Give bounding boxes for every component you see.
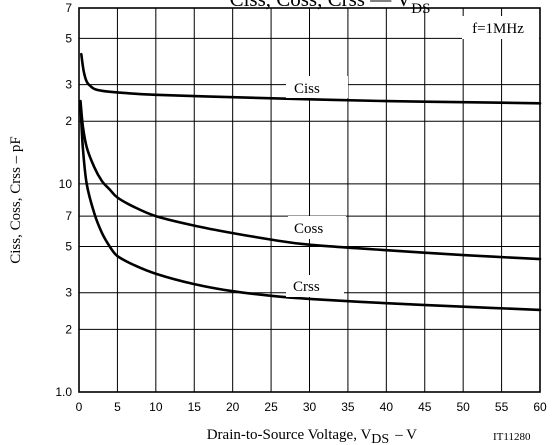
x-axis-label: Drain-to-Source Voltage, VDS – V [207, 427, 417, 445]
grid [79, 8, 540, 392]
y-axis-label: Ciss, Coss, Crss – pF [8, 136, 24, 264]
chart-title-subscript: DS [411, 1, 430, 17]
y-tick-label: 1.0 [55, 385, 72, 399]
y-tick-label: 2 [65, 322, 72, 336]
series-line-ciss [80, 52, 542, 105]
chart-title-main: Ciss, Coss, Crss — V [230, 0, 412, 11]
y-tick-labels: 1.0 2 3 5 7 10 2 3 5 7 [55, 1, 72, 399]
x-tick-label: 20 [226, 400, 240, 414]
crss-label-bg [286, 275, 344, 297]
coss-label: Coss [294, 221, 323, 237]
x-tick-label: 0 [76, 400, 83, 414]
x-tick-label: 35 [341, 400, 355, 414]
plot-frame [78, 7, 541, 393]
x-tick-label: 60 [533, 400, 547, 414]
annotation-box [462, 16, 539, 39]
x-tick-label: 50 [456, 400, 470, 414]
x-tick-label: 5 [114, 400, 121, 414]
series-line-coss [79, 99, 542, 261]
series-line-crss [79, 103, 542, 312]
ciss-label: Ciss [294, 81, 320, 97]
y-tick-label: 3 [65, 286, 72, 300]
x-tick-label: 40 [380, 400, 394, 414]
y-tick-label: 2 [65, 114, 72, 128]
chart-title: Ciss, Coss, Crss — VDS [230, 0, 431, 17]
coss-label-bg [288, 216, 346, 239]
x-tick-label: 45 [418, 400, 432, 414]
ciss-label-bg [286, 76, 348, 98]
y-tick-label: 7 [65, 209, 72, 223]
frequency-annotation: f=1MHz [472, 21, 524, 37]
curves [79, 52, 542, 312]
y-tick-label: 10 [59, 177, 73, 191]
figure-id: IT11280 [493, 431, 531, 443]
y-tick-label: 7 [65, 1, 72, 15]
x-axis-label-unit: – V [394, 427, 417, 443]
crss-label: Crss [293, 279, 320, 295]
x-tick-label: 25 [264, 400, 278, 414]
x-tick-label: 10 [149, 400, 163, 414]
x-tick-label: 30 [303, 400, 317, 414]
y-tick-label: 3 [65, 78, 72, 92]
x-axis-label-subscript: DS [371, 432, 389, 445]
x-tick-label: 55 [495, 400, 509, 414]
x-tick-labels: 0 5 10 15 20 25 30 35 40 45 50 55 60 [76, 400, 547, 414]
x-axis-label-main: Drain-to-Source Voltage, V [207, 427, 372, 443]
x-tick-label: 15 [188, 400, 202, 414]
y-tick-label: 5 [65, 240, 72, 254]
y-tick-label: 5 [65, 31, 72, 45]
